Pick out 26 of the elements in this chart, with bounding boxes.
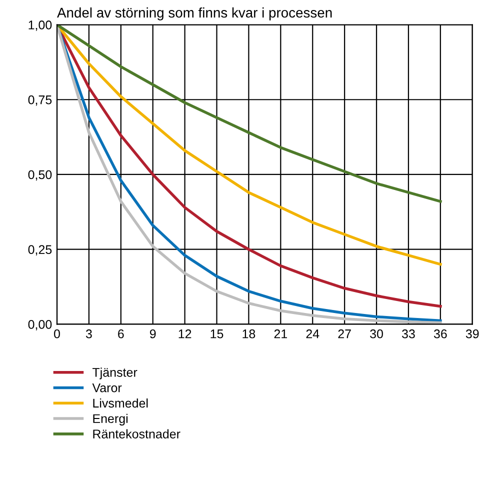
x-tick-label: 21 (274, 329, 288, 338)
x-tick-label: 36 (434, 329, 447, 338)
x-tick-label: 27 (338, 329, 351, 338)
legend-label: Livsmedel (93, 398, 148, 408)
line-series (56, 24, 442, 203)
x-tick-label: 12 (178, 329, 192, 338)
y-tick-label: 0,25 (28, 245, 52, 256)
chart-title: Andel av störning som finns kvar i processen (57, 7, 332, 20)
x-tick-label: 39 (466, 329, 479, 338)
legend-label: Räntekostnader (93, 429, 180, 438)
x-tick-label: 15 (210, 330, 224, 338)
legend-label: Varor (92, 384, 122, 392)
x-tick-label: 33 (402, 329, 415, 338)
y-tick-label: 0,50 (28, 170, 52, 181)
x-tick-label: 6 (118, 329, 124, 338)
y-tick-label: 0,00 (28, 320, 52, 330)
x-tick-label: 9 (150, 329, 156, 338)
legend-label: Tjänster (92, 368, 138, 380)
y-tick-label: 0,75 (28, 95, 52, 106)
y-tick-label: 1,00 (28, 20, 52, 31)
x-tick-label: 18 (242, 329, 256, 338)
legend-label: Energi (93, 414, 128, 426)
x-tick-label: 24 (306, 329, 320, 338)
x-tick-label: 30 (370, 329, 383, 338)
x-tick-label: 0 (54, 329, 60, 338)
x-tick-label: 3 (86, 329, 92, 338)
